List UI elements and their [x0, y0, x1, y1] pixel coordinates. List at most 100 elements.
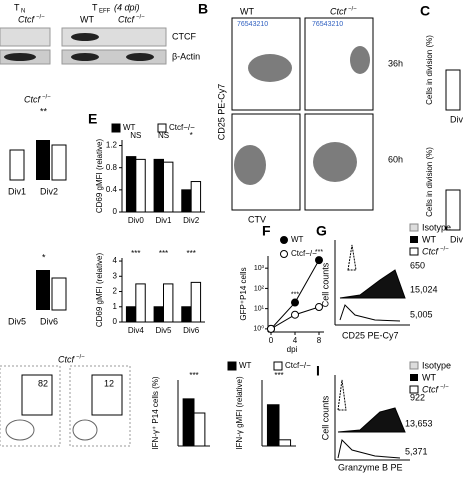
bar	[163, 283, 174, 323]
y-tick-label: 4	[113, 256, 118, 265]
y-label: CD69 gMFI (relative)	[95, 139, 104, 214]
significance: ***	[274, 371, 283, 380]
x-tick-label: Div2	[183, 216, 200, 225]
bar	[51, 277, 67, 311]
significance: NS	[158, 131, 169, 140]
b-ko: Ctcf	[330, 6, 348, 16]
gmfi: 5,371	[405, 446, 428, 456]
x-label: dpi	[287, 345, 298, 354]
time: 60h	[388, 154, 403, 164]
x-tick-label: Div1	[155, 216, 172, 225]
legend-swatch	[157, 123, 167, 133]
bar	[181, 189, 192, 213]
bar	[36, 140, 50, 180]
legend-label: Ctcf−/−	[169, 123, 195, 132]
h-ko: Ctcf	[58, 354, 76, 364]
legend-label: WT	[422, 234, 436, 244]
actin-label: β-Actin	[172, 51, 200, 61]
bar	[182, 398, 195, 447]
y-label: GFP⁺P14 cells	[239, 267, 248, 320]
legend-sup: −/−	[440, 385, 449, 391]
point	[315, 256, 323, 265]
y-tick-label: 10¹	[254, 305, 265, 312]
bar	[125, 306, 137, 323]
y-tick-label: 0	[113, 317, 118, 326]
legend-label: Isotype	[422, 360, 451, 370]
y-tick-label: 10⁰	[253, 325, 264, 333]
blot	[0, 27, 51, 47]
bar	[135, 158, 146, 213]
y-tick-label: 0	[113, 207, 118, 216]
y-tick-label: 2	[113, 287, 118, 296]
x-tick-label: Div6	[183, 326, 200, 335]
bar	[163, 161, 174, 213]
cloud	[234, 145, 266, 185]
gmfi: 13,653	[405, 418, 433, 428]
legend-label: WT	[123, 123, 136, 132]
significance: ***	[291, 291, 299, 298]
panel-label: I	[316, 363, 320, 379]
flow-plots	[0, 365, 131, 447]
bar	[266, 404, 280, 447]
contour	[72, 419, 98, 441]
band	[71, 53, 99, 61]
c-ylabel: Cells in division (%)	[425, 147, 434, 217]
significance: *	[190, 131, 193, 140]
x-tick-label: Div0	[128, 216, 145, 225]
legend-swatch	[409, 385, 419, 394]
bar	[153, 158, 165, 213]
panel-label: F	[262, 223, 271, 239]
x-tick-label: 4	[293, 336, 298, 345]
y-tick-label: 10³	[254, 265, 265, 272]
legend-swatch	[280, 236, 288, 244]
legend-label: WT	[422, 372, 436, 382]
d-ko: Ctcf	[24, 94, 42, 104]
legend-label: Ctcf	[422, 246, 440, 256]
blot	[61, 27, 167, 47]
legend-swatch	[227, 361, 237, 371]
g-ylabel: Cell counts	[320, 262, 330, 307]
point	[315, 303, 323, 312]
legend-swatch	[280, 250, 288, 258]
panel-label: E	[88, 111, 97, 127]
y-tick-label: 0.8	[106, 163, 118, 172]
g-xlabel: CD25 PE-Cy7	[342, 330, 399, 340]
panel-label: B	[198, 1, 208, 17]
tn-sub: N	[21, 9, 25, 15]
bar	[193, 412, 206, 447]
cloud	[248, 54, 292, 82]
significance: ***	[189, 371, 198, 380]
b-xlabel: CTV	[248, 214, 266, 224]
significance: ***	[131, 249, 140, 258]
div: Div2	[40, 186, 58, 196]
c-div: Div	[450, 114, 463, 124]
legend-swatch	[409, 361, 419, 370]
legend-swatch	[409, 247, 419, 256]
bar	[9, 149, 25, 181]
legend-label: Isotype	[422, 222, 451, 232]
peaks: 76543210	[237, 21, 268, 28]
bar	[190, 181, 202, 213]
b-ko-sup: −/−	[348, 7, 357, 13]
y-tick-label: 1	[113, 302, 118, 311]
panel-label: C	[420, 3, 430, 19]
legend-sup: −/−	[440, 247, 449, 253]
gmfi: 650	[410, 260, 425, 270]
point	[291, 310, 299, 319]
teff-note: (4 dpi)	[114, 2, 140, 12]
c-div: Div	[450, 234, 463, 244]
cloud	[350, 46, 370, 74]
gate: 82	[38, 378, 48, 388]
bar	[445, 69, 461, 111]
a-ko: Ctcf	[18, 14, 36, 24]
sig: *	[42, 252, 46, 262]
a-ko-sup: −/−	[36, 15, 45, 21]
legend-label: WT	[239, 361, 252, 370]
y-tick-label: 10²	[254, 285, 265, 292]
b-ylabel: CD25 PE-Cy7	[216, 84, 226, 141]
i-ylabel: Cell counts	[320, 395, 330, 440]
teff-sub: EFF	[99, 9, 111, 15]
y-tick-label: 1.2	[106, 141, 118, 150]
y-label: CD69 gMFI (relative)	[95, 253, 104, 328]
